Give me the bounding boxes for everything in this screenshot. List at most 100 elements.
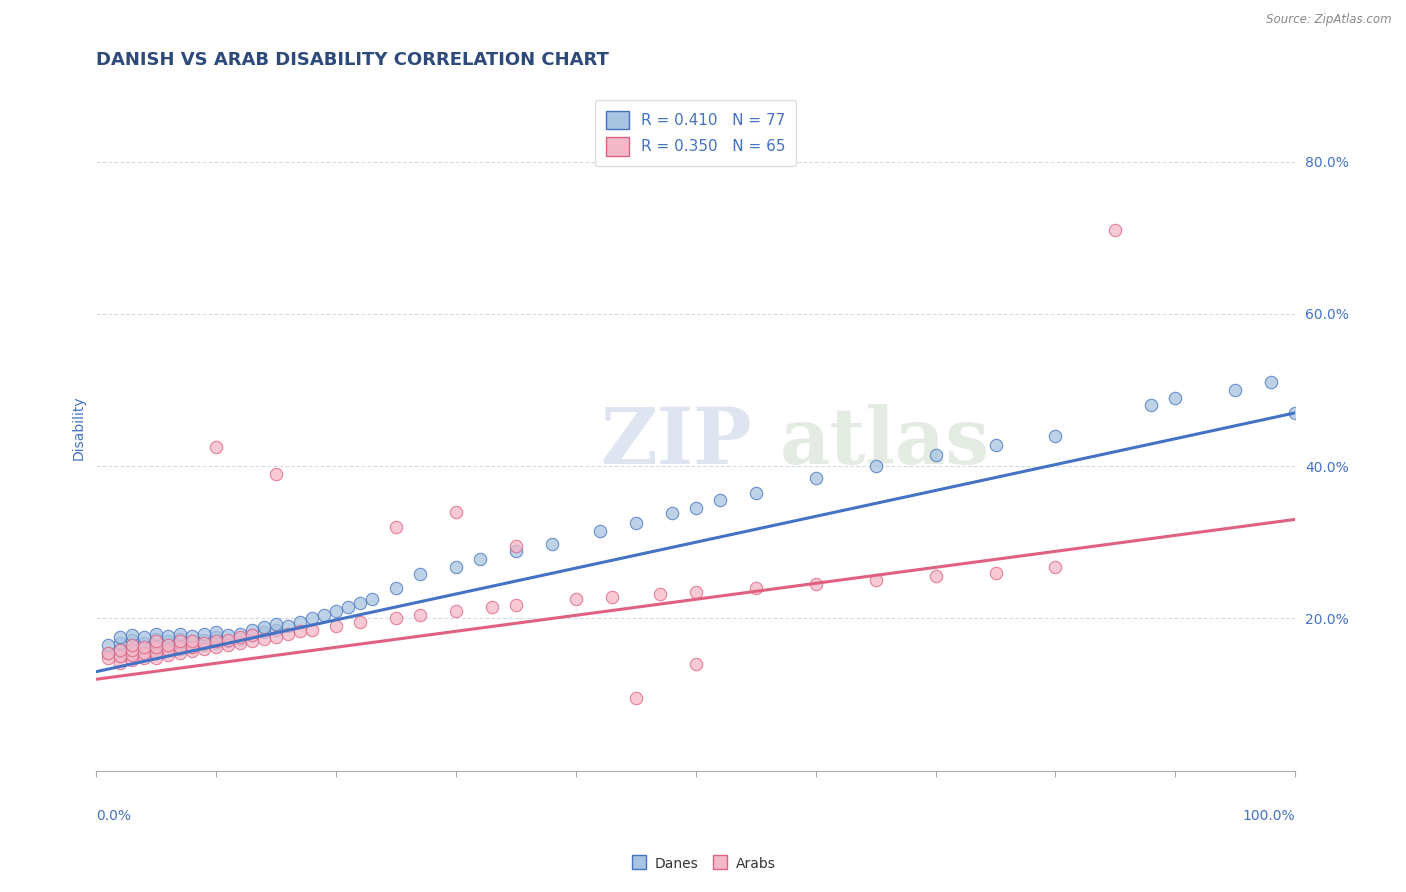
Point [157,643,180,657]
Point [181,634,204,648]
Legend: Danes, Arabs: Danes, Arabs [626,850,780,876]
Point [97,651,120,665]
Point [481,599,503,614]
Point [157,640,180,654]
Point [181,640,204,654]
Point [1045,428,1067,442]
Point [589,524,612,538]
Point [277,619,299,633]
Y-axis label: Disability: Disability [72,396,86,460]
Point [169,636,191,650]
Point [301,623,323,637]
Point [505,539,527,553]
Point [229,631,252,645]
Point [1260,376,1282,390]
Point [253,625,276,640]
Point [121,648,143,662]
Point [110,649,132,664]
Point [661,506,683,520]
Point [409,607,432,622]
Point [745,581,768,595]
Point [121,628,143,642]
Point [145,646,167,660]
Point [134,651,156,665]
Point [301,611,323,625]
Point [229,626,252,640]
Point [110,649,132,664]
Point [110,656,132,670]
Point [169,632,191,646]
Point [193,632,215,647]
Point [205,631,228,645]
Point [217,632,239,647]
Point [169,646,191,660]
Point [444,604,467,618]
Point [157,643,180,657]
Point [145,641,167,656]
Point [121,638,143,652]
Point [624,516,647,531]
Point [169,634,191,648]
Point [385,611,408,625]
Point [1140,398,1163,412]
Point [157,629,180,643]
Point [984,438,1007,452]
Point [314,607,336,622]
Point [110,643,132,657]
Point [253,632,276,646]
Point [134,640,156,655]
Point [193,626,215,640]
Point [984,566,1007,580]
Point [193,641,215,656]
Point [217,638,239,652]
Point [253,620,276,634]
Point [169,640,191,655]
Point [349,596,371,610]
Text: 100.0%: 100.0% [1243,809,1295,823]
Point [240,634,263,648]
Point [685,500,707,515]
Point [865,574,887,588]
Point [624,691,647,706]
Point [325,619,347,633]
Point [240,628,263,642]
Point [685,657,707,671]
Text: ZIP: ZIP [600,404,751,480]
Point [181,634,204,648]
Point [600,590,623,604]
Point [193,636,215,650]
Point [205,636,228,650]
Point [169,626,191,640]
Text: atlas: atlas [780,404,990,480]
Point [229,632,252,646]
Point [145,634,167,648]
Text: DANISH VS ARAB DISABILITY CORRELATION CHART: DANISH VS ARAB DISABILITY CORRELATION CH… [97,51,609,69]
Point [181,629,204,643]
Point [121,643,143,657]
Point [145,632,167,646]
Point [134,636,156,650]
Point [1045,559,1067,574]
Point [565,592,588,607]
Point [745,485,768,500]
Point [110,636,132,650]
Point [685,584,707,599]
Point [229,636,252,650]
Point [288,615,311,629]
Point [181,644,204,658]
Point [361,592,384,607]
Point [349,615,371,629]
Point [97,638,120,652]
Point [444,505,467,519]
Point [385,581,408,595]
Point [217,628,239,642]
Point [277,626,299,640]
Point [134,646,156,660]
Point [205,640,228,654]
Point [145,651,167,665]
Point [121,653,143,667]
Point [385,520,408,534]
Point [337,599,360,614]
Point [157,648,180,662]
Point [924,448,946,462]
